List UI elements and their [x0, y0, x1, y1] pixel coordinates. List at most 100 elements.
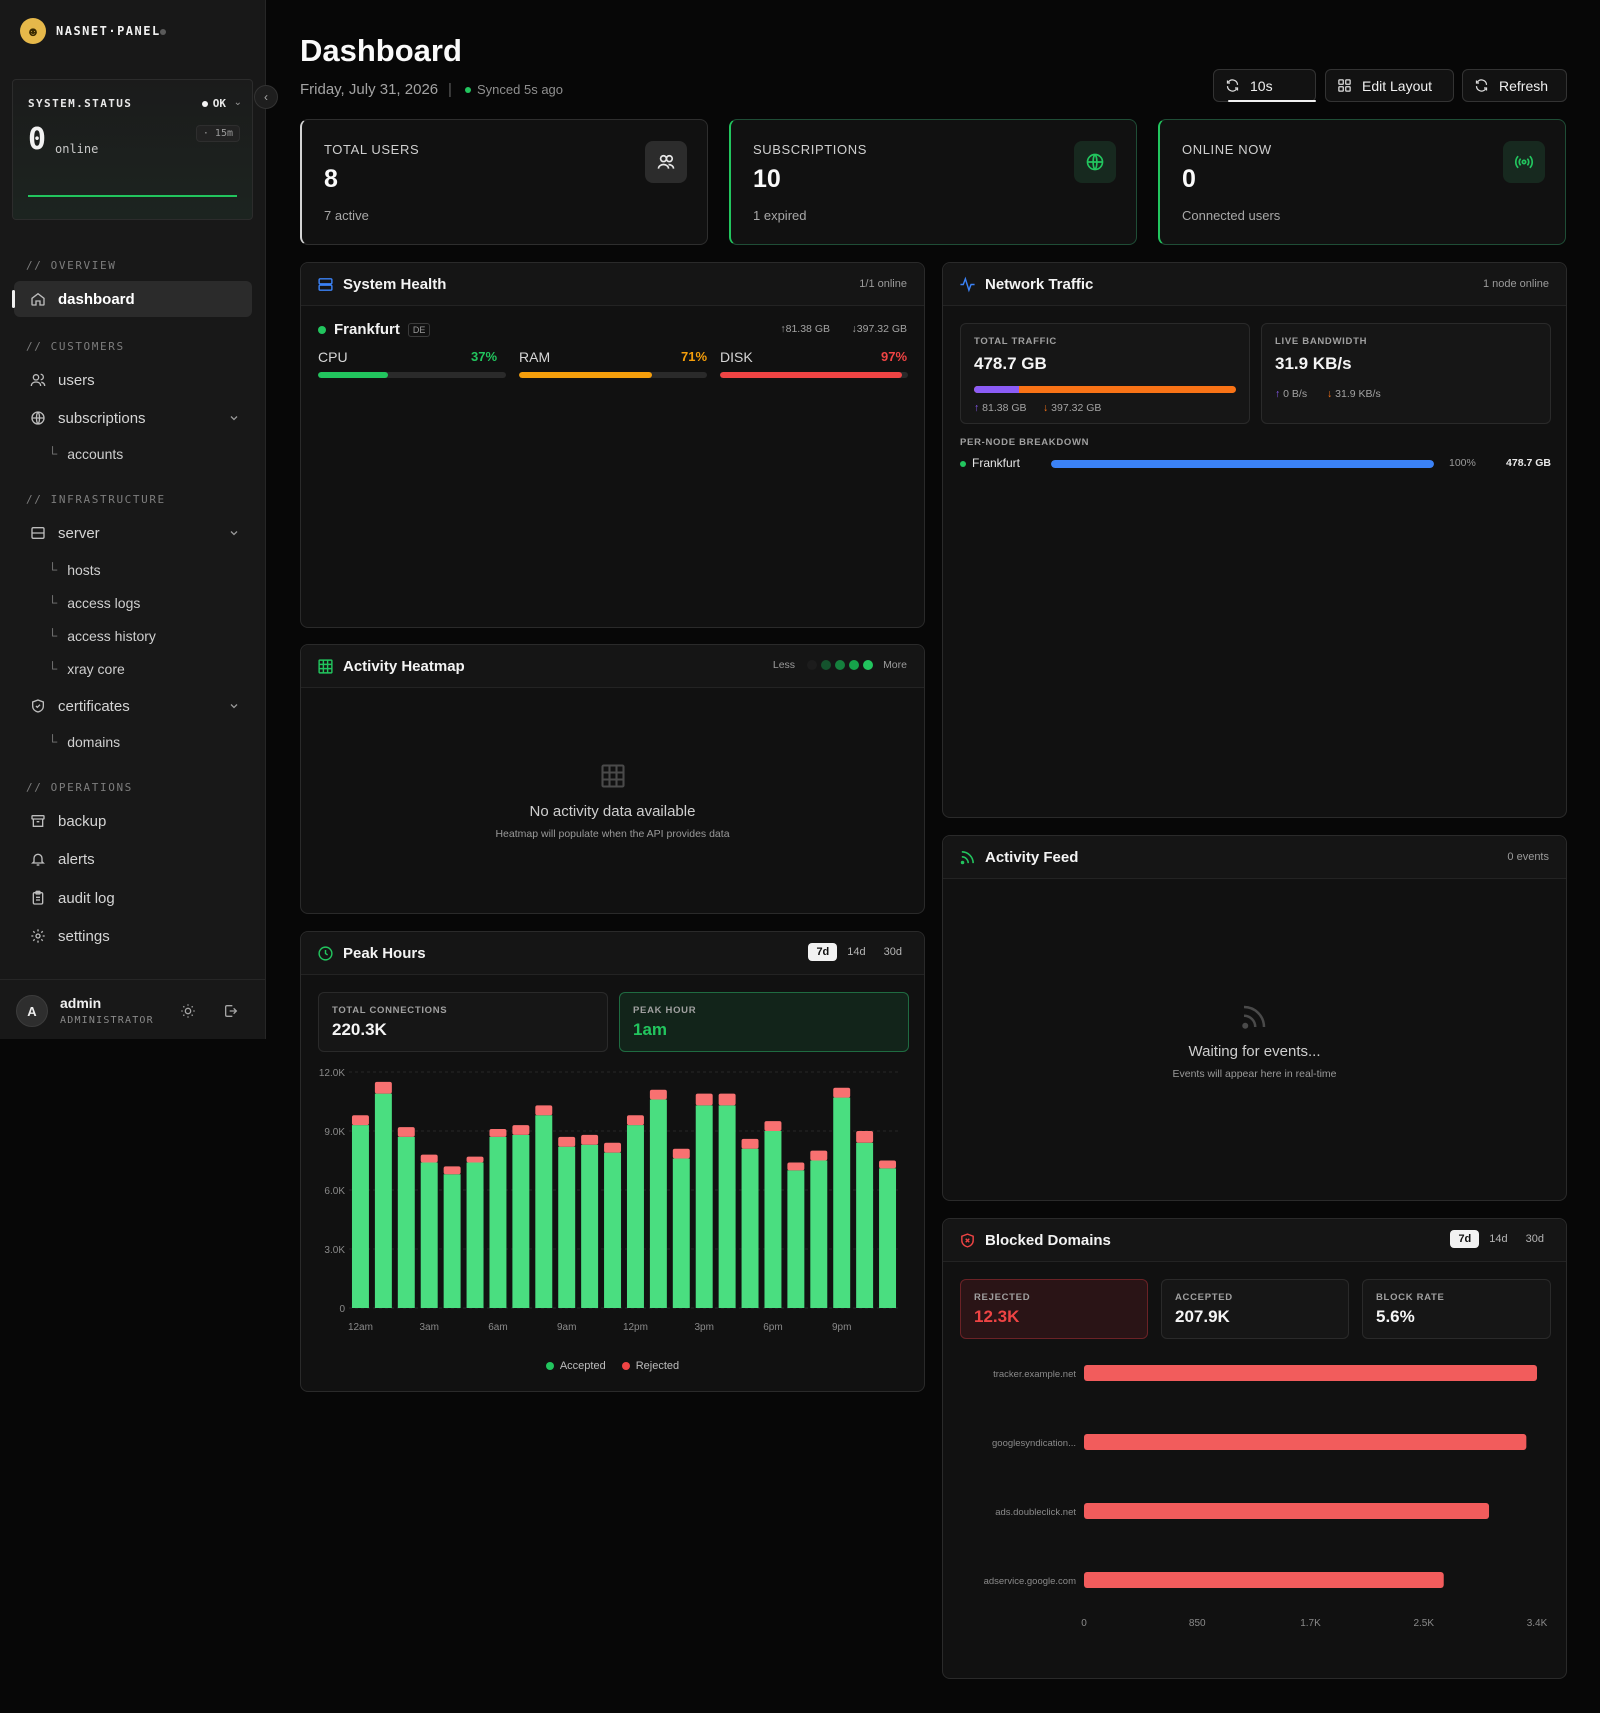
- sidebar-subitem-xray-core[interactable]: └ xray core: [48, 661, 125, 677]
- stat-value: 10: [753, 165, 781, 193]
- disk-bar-fill: [720, 372, 903, 378]
- range-7d[interactable]: 7d: [808, 943, 838, 961]
- globe-icon: [1074, 141, 1116, 183]
- legend-rejected: Rejected: [621, 1360, 680, 1372]
- ram-label: RAM: [519, 349, 551, 365]
- sidebar-item-alerts[interactable]: alerts: [14, 841, 252, 877]
- breakdown-bar-fill: [1051, 460, 1434, 468]
- bar-accepted: [443, 1174, 461, 1308]
- bar-rejected: [420, 1154, 438, 1163]
- sidebar-item-server[interactable]: server: [14, 515, 252, 551]
- sidebar-item-dashboard[interactable]: dashboard: [12, 281, 252, 317]
- legend-swatch: [545, 1362, 554, 1370]
- stat-subtext: Connected users: [1182, 208, 1281, 223]
- bar-accepted: [466, 1162, 484, 1308]
- edit-layout-button[interactable]: Edit Layout: [1325, 69, 1454, 102]
- collapse-sidebar-button[interactable]: ‹: [254, 85, 278, 109]
- stat-card-subscriptions[interactable]: SUBSCRIPTIONS 10 1 expired: [729, 119, 1137, 245]
- breakdown-row[interactable]: Frankfurt 100% 478.7 GB: [960, 456, 1551, 472]
- sidebar-item-settings[interactable]: settings: [14, 918, 252, 954]
- activity-heatmap-panel: Activity Heatmap Less More No activity d…: [300, 644, 925, 914]
- total-traffic-box: TOTAL TRAFFIC 478.7 GB ↑ 81.38 GB ↓ 397.…: [960, 323, 1250, 424]
- activity-feed-panel: Activity Feed 0 events Waiting for event…: [942, 835, 1567, 1201]
- sidebar-subitem-access-logs[interactable]: └ access logs: [48, 595, 140, 611]
- rss-icon: [960, 851, 974, 865]
- tree-corner: └: [48, 628, 58, 643]
- sidebar-subitem-accounts[interactable]: └ accounts: [48, 446, 123, 462]
- refresh-button[interactable]: Refresh: [1462, 69, 1567, 102]
- archive-icon: [31, 815, 45, 827]
- disk-bar: [720, 372, 908, 378]
- total-traffic-label: TOTAL TRAFFIC: [974, 336, 1057, 347]
- bar-accepted: [351, 1125, 369, 1308]
- avatar[interactable]: A: [16, 995, 48, 1027]
- bar-rejected: [351, 1115, 369, 1126]
- sidebar-subitem-hosts[interactable]: └ hosts: [48, 562, 101, 578]
- chevron-down-icon[interactable]: [228, 700, 240, 712]
- breakdown-value: 478.7 GB: [1506, 457, 1551, 469]
- sidebar-item-label: hosts: [67, 562, 101, 578]
- arrow-down-icon: ↓: [1327, 388, 1333, 400]
- traffic-split-bar: [974, 386, 1236, 393]
- legend-label: Rejected: [635, 1360, 680, 1372]
- online-count-label: 1/1 online: [859, 278, 907, 290]
- panel-title: Activity Feed: [985, 849, 1079, 866]
- bar-rejected: [489, 1129, 507, 1137]
- rejected-box: REJECTED 12.3K: [960, 1279, 1148, 1339]
- live-bandwidth-box: LIVE BANDWIDTH 31.9 KB/s ↑ 0 B/s ↓ 31.9 …: [1261, 323, 1551, 424]
- domain-label: tracker.example.net: [993, 1369, 1076, 1380]
- sidebar-item-backup[interactable]: backup: [14, 803, 252, 839]
- sidebar-item-audit-log[interactable]: audit log: [14, 880, 252, 916]
- sidebar-item-label: server: [58, 524, 100, 542]
- domain-label: googlesyndication...: [992, 1438, 1076, 1449]
- online-label: online: [55, 142, 99, 156]
- block-rate-label: BLOCK RATE: [1376, 1292, 1445, 1303]
- user-name: admin: [60, 995, 102, 1011]
- clipboard-icon: [32, 890, 44, 905]
- system-status-card[interactable]: SYSTEM.STATUS OK ⌄ 0 online · 15m: [12, 79, 253, 220]
- panel-header: Network Traffic 1 node online: [943, 263, 1566, 306]
- bar-rejected: [695, 1093, 713, 1106]
- heatmap-empty-title: No activity data available: [529, 803, 696, 820]
- domain-bar: [1084, 1572, 1444, 1588]
- interval-value: 10s: [1250, 77, 1273, 94]
- cpu-bar: [318, 372, 506, 378]
- stat-label: TOTAL USERS: [324, 142, 420, 157]
- chevron-down-icon[interactable]: [228, 527, 240, 539]
- sidebar-item-label: access history: [67, 628, 156, 644]
- bar-accepted: [626, 1125, 644, 1308]
- theme-toggle-sun-icon[interactable]: [180, 1003, 196, 1019]
- sidebar-item-users[interactable]: users: [14, 362, 252, 398]
- time-window-badge[interactable]: · 15m: [195, 125, 240, 142]
- range-14d[interactable]: 14d: [847, 946, 866, 958]
- logout-icon[interactable]: [223, 1003, 239, 1019]
- refresh-interval-select[interactable]: 10s: [1213, 69, 1316, 102]
- breakdown-node-name: Frankfurt: [972, 456, 1021, 470]
- stat-card-total-users[interactable]: TOTAL USERS 8 7 active: [300, 119, 708, 245]
- range-7d[interactable]: 7d: [1450, 1230, 1480, 1248]
- sidebar-item-certificates[interactable]: certificates: [14, 688, 252, 724]
- bar-rejected: [581, 1134, 599, 1145]
- sidebar-subitem-access-history[interactable]: └ access history: [48, 628, 156, 644]
- traffic-down: ↓ 397.32 GB: [1043, 402, 1101, 414]
- refresh-icon: [1226, 79, 1239, 92]
- range-14d[interactable]: 14d: [1489, 1233, 1508, 1245]
- node-row[interactable]: Frankfurt DE: [318, 321, 431, 338]
- chevron-down-icon[interactable]: ⌄: [233, 97, 242, 108]
- stat-card-online-now[interactable]: ONLINE NOW 0 Connected users: [1158, 119, 1566, 245]
- home-icon: [31, 292, 45, 306]
- bar-accepted: [649, 1099, 667, 1308]
- sidebar-item-subscriptions[interactable]: subscriptions: [14, 400, 252, 436]
- domain-label: ads.doubleclick.net: [995, 1507, 1076, 1518]
- bar-rejected: [879, 1160, 897, 1169]
- sidebar-subitem-domains[interactable]: └ domains: [48, 734, 120, 750]
- range-30d[interactable]: 30d: [883, 946, 902, 958]
- brand[interactable]: ☻ NASNET·PANEL: [20, 18, 161, 44]
- sidebar-item-label: audit log: [58, 889, 115, 907]
- total-traffic-value: 478.7 GB: [974, 354, 1047, 373]
- chevron-down-icon[interactable]: [228, 412, 240, 424]
- total-connections-box: TOTAL CONNECTIONS 220.3K: [318, 992, 608, 1052]
- panel-title: Blocked Domains: [985, 1232, 1111, 1249]
- range-30d[interactable]: 30d: [1525, 1233, 1544, 1245]
- arrow-down-icon: ↓: [1043, 402, 1049, 414]
